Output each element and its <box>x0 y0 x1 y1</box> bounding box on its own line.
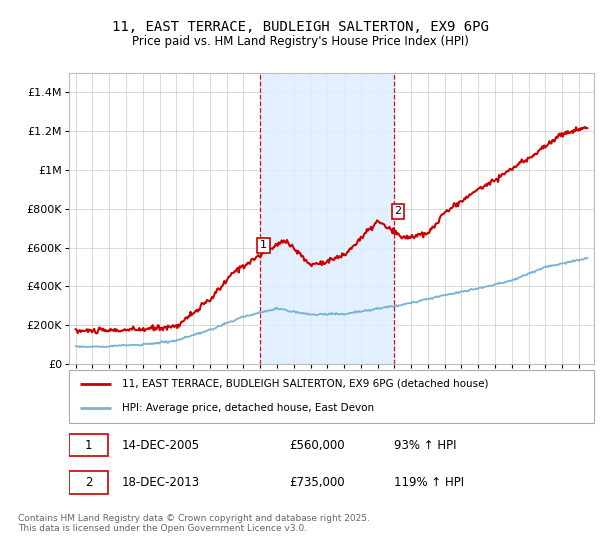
Text: 1: 1 <box>85 438 92 451</box>
FancyBboxPatch shape <box>69 370 594 423</box>
Text: £560,000: £560,000 <box>290 438 345 451</box>
Text: 18-DEC-2013: 18-DEC-2013 <box>121 477 200 489</box>
FancyBboxPatch shape <box>69 433 109 456</box>
Text: 14-DEC-2005: 14-DEC-2005 <box>121 438 200 451</box>
Text: 2: 2 <box>85 477 92 489</box>
Text: 1: 1 <box>260 240 267 250</box>
Text: Contains HM Land Registry data © Crown copyright and database right 2025.
This d: Contains HM Land Registry data © Crown c… <box>18 514 370 534</box>
Text: 2: 2 <box>394 207 401 217</box>
Text: 93% ↑ HPI: 93% ↑ HPI <box>395 438 457 451</box>
Text: 11, EAST TERRACE, BUDLEIGH SALTERTON, EX9 6PG (detached house): 11, EAST TERRACE, BUDLEIGH SALTERTON, EX… <box>121 379 488 389</box>
Text: HPI: Average price, detached house, East Devon: HPI: Average price, detached house, East… <box>121 403 374 413</box>
Text: 11, EAST TERRACE, BUDLEIGH SALTERTON, EX9 6PG: 11, EAST TERRACE, BUDLEIGH SALTERTON, EX… <box>112 20 488 34</box>
Text: £735,000: £735,000 <box>290 477 345 489</box>
Bar <box>260 73 394 364</box>
FancyBboxPatch shape <box>69 472 109 494</box>
Text: Price paid vs. HM Land Registry's House Price Index (HPI): Price paid vs. HM Land Registry's House … <box>131 35 469 48</box>
Text: 119% ↑ HPI: 119% ↑ HPI <box>395 477 464 489</box>
